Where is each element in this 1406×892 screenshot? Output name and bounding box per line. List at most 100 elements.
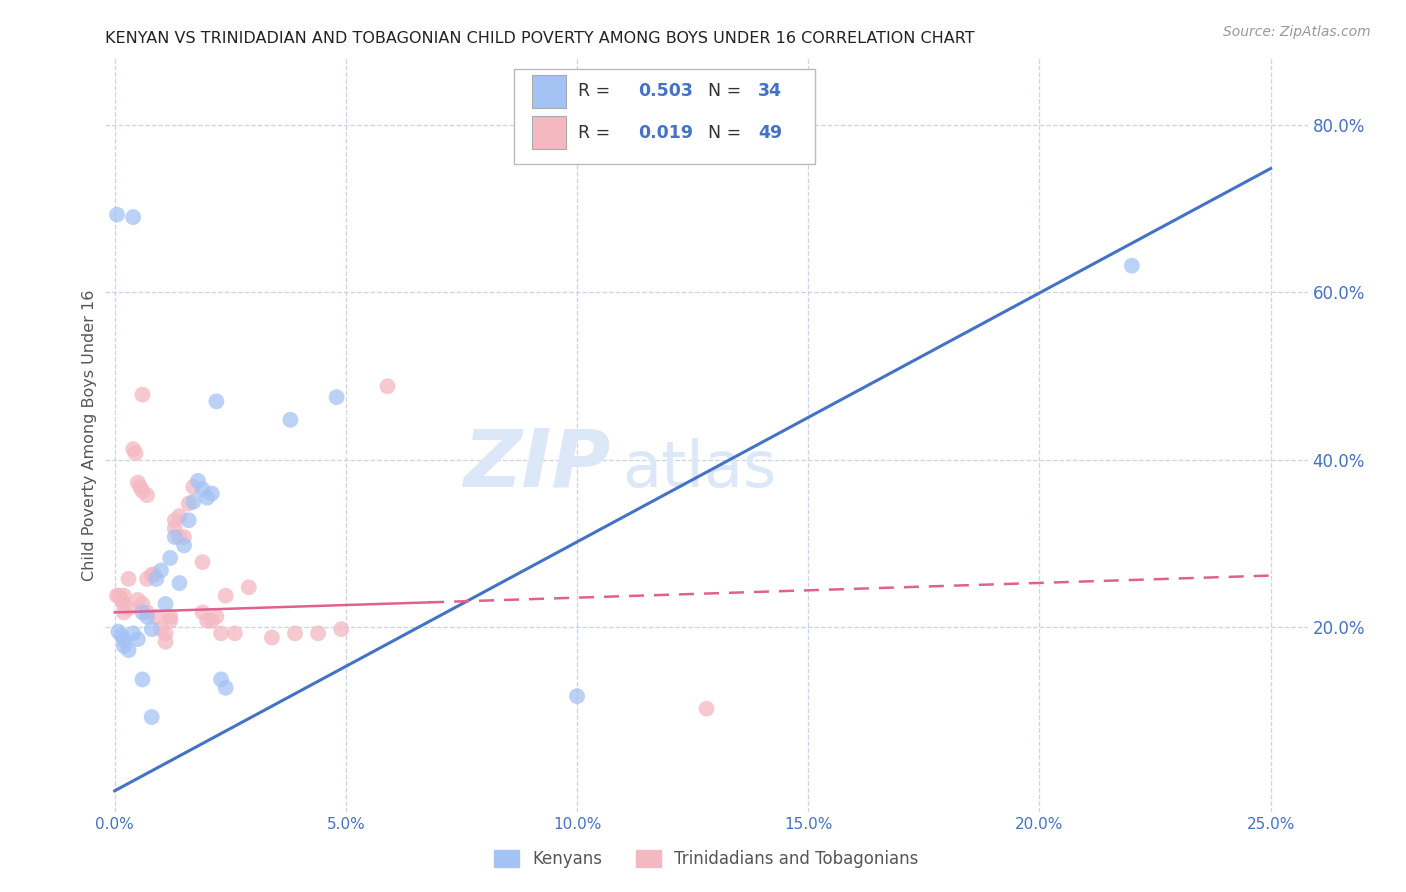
Point: [112, 639, 135, 653]
Point: [129, 480, 152, 494]
Point: [181, 480, 204, 494]
Point: [565, 689, 588, 703]
Point: [112, 589, 135, 603]
Point: [112, 633, 135, 648]
Text: 0.019: 0.019: [638, 124, 693, 142]
Point: [131, 673, 153, 687]
Point: [117, 572, 139, 586]
Point: [377, 379, 399, 393]
Point: [136, 609, 159, 624]
Point: [111, 629, 134, 643]
Text: N =: N =: [707, 82, 747, 100]
Text: R =: R =: [578, 124, 621, 142]
Point: [209, 673, 232, 687]
Point: [127, 592, 149, 607]
Point: [105, 208, 128, 222]
Point: [163, 513, 186, 527]
Bar: [533, 116, 565, 149]
Point: [260, 631, 283, 645]
Point: [117, 643, 139, 657]
Point: [330, 622, 353, 636]
Point: [155, 626, 177, 640]
Point: [214, 681, 236, 695]
Point: [195, 614, 218, 628]
Legend: Kenyans, Trinidadians and Tobagonians: Kenyans, Trinidadians and Tobagonians: [488, 844, 925, 875]
Point: [280, 413, 302, 427]
Point: [136, 488, 159, 502]
Text: KENYAN VS TRINIDADIAN AND TOBAGONIAN CHILD POVERTY AMONG BOYS UNDER 16 CORRELATI: KENYAN VS TRINIDADIAN AND TOBAGONIAN CHI…: [105, 31, 976, 46]
Point: [127, 632, 149, 647]
Text: N =: N =: [707, 124, 747, 142]
Point: [191, 555, 214, 569]
Point: [695, 702, 717, 716]
Point: [141, 567, 163, 582]
Point: [177, 513, 200, 527]
Point: [108, 589, 131, 603]
Point: [173, 538, 195, 552]
Point: [136, 606, 159, 620]
Point: [131, 606, 153, 620]
Point: [117, 601, 139, 615]
Bar: [533, 75, 565, 108]
Point: [209, 626, 232, 640]
Point: [122, 210, 145, 224]
Point: [105, 589, 128, 603]
Point: [169, 530, 191, 544]
Point: [224, 626, 246, 640]
Point: [159, 609, 181, 624]
Point: [136, 572, 159, 586]
Text: 49: 49: [758, 124, 782, 142]
Point: [159, 614, 181, 628]
Point: [177, 496, 200, 510]
Point: [145, 572, 167, 586]
Point: [131, 597, 153, 611]
Point: [201, 614, 224, 628]
Point: [173, 530, 195, 544]
Point: [112, 606, 135, 620]
Point: [127, 475, 149, 490]
Point: [107, 624, 129, 639]
FancyBboxPatch shape: [515, 70, 814, 163]
Point: [143, 567, 166, 582]
Point: [124, 446, 146, 460]
Point: [159, 551, 181, 566]
Text: R =: R =: [578, 82, 621, 100]
Point: [163, 530, 186, 544]
Text: Source: ZipAtlas.com: Source: ZipAtlas.com: [1223, 25, 1371, 39]
Point: [155, 634, 177, 648]
Point: [111, 592, 134, 607]
Point: [155, 597, 177, 611]
Point: [205, 394, 228, 409]
Point: [195, 491, 218, 505]
Point: [149, 564, 172, 578]
Point: [191, 483, 214, 497]
Point: [112, 597, 135, 611]
Point: [238, 580, 260, 594]
Point: [284, 626, 307, 640]
Y-axis label: Child Poverty Among Boys Under 16: Child Poverty Among Boys Under 16: [82, 289, 97, 581]
Point: [149, 622, 172, 636]
Point: [205, 609, 228, 624]
Point: [201, 486, 224, 500]
Point: [214, 589, 236, 603]
Point: [131, 387, 153, 401]
Point: [141, 710, 163, 724]
Point: [131, 483, 153, 498]
Point: [141, 622, 163, 636]
Point: [307, 626, 329, 640]
Point: [181, 495, 204, 509]
Point: [169, 576, 191, 591]
Text: ZIP: ZIP: [463, 426, 610, 504]
Text: 34: 34: [758, 82, 782, 100]
Point: [191, 606, 214, 620]
Point: [187, 474, 209, 488]
Text: atlas: atlas: [623, 438, 776, 500]
Point: [122, 626, 145, 640]
Point: [122, 442, 145, 456]
Point: [1121, 259, 1143, 273]
Point: [145, 609, 167, 624]
Point: [169, 509, 191, 524]
Point: [163, 522, 186, 536]
Point: [325, 390, 347, 404]
Text: 0.503: 0.503: [638, 82, 693, 100]
